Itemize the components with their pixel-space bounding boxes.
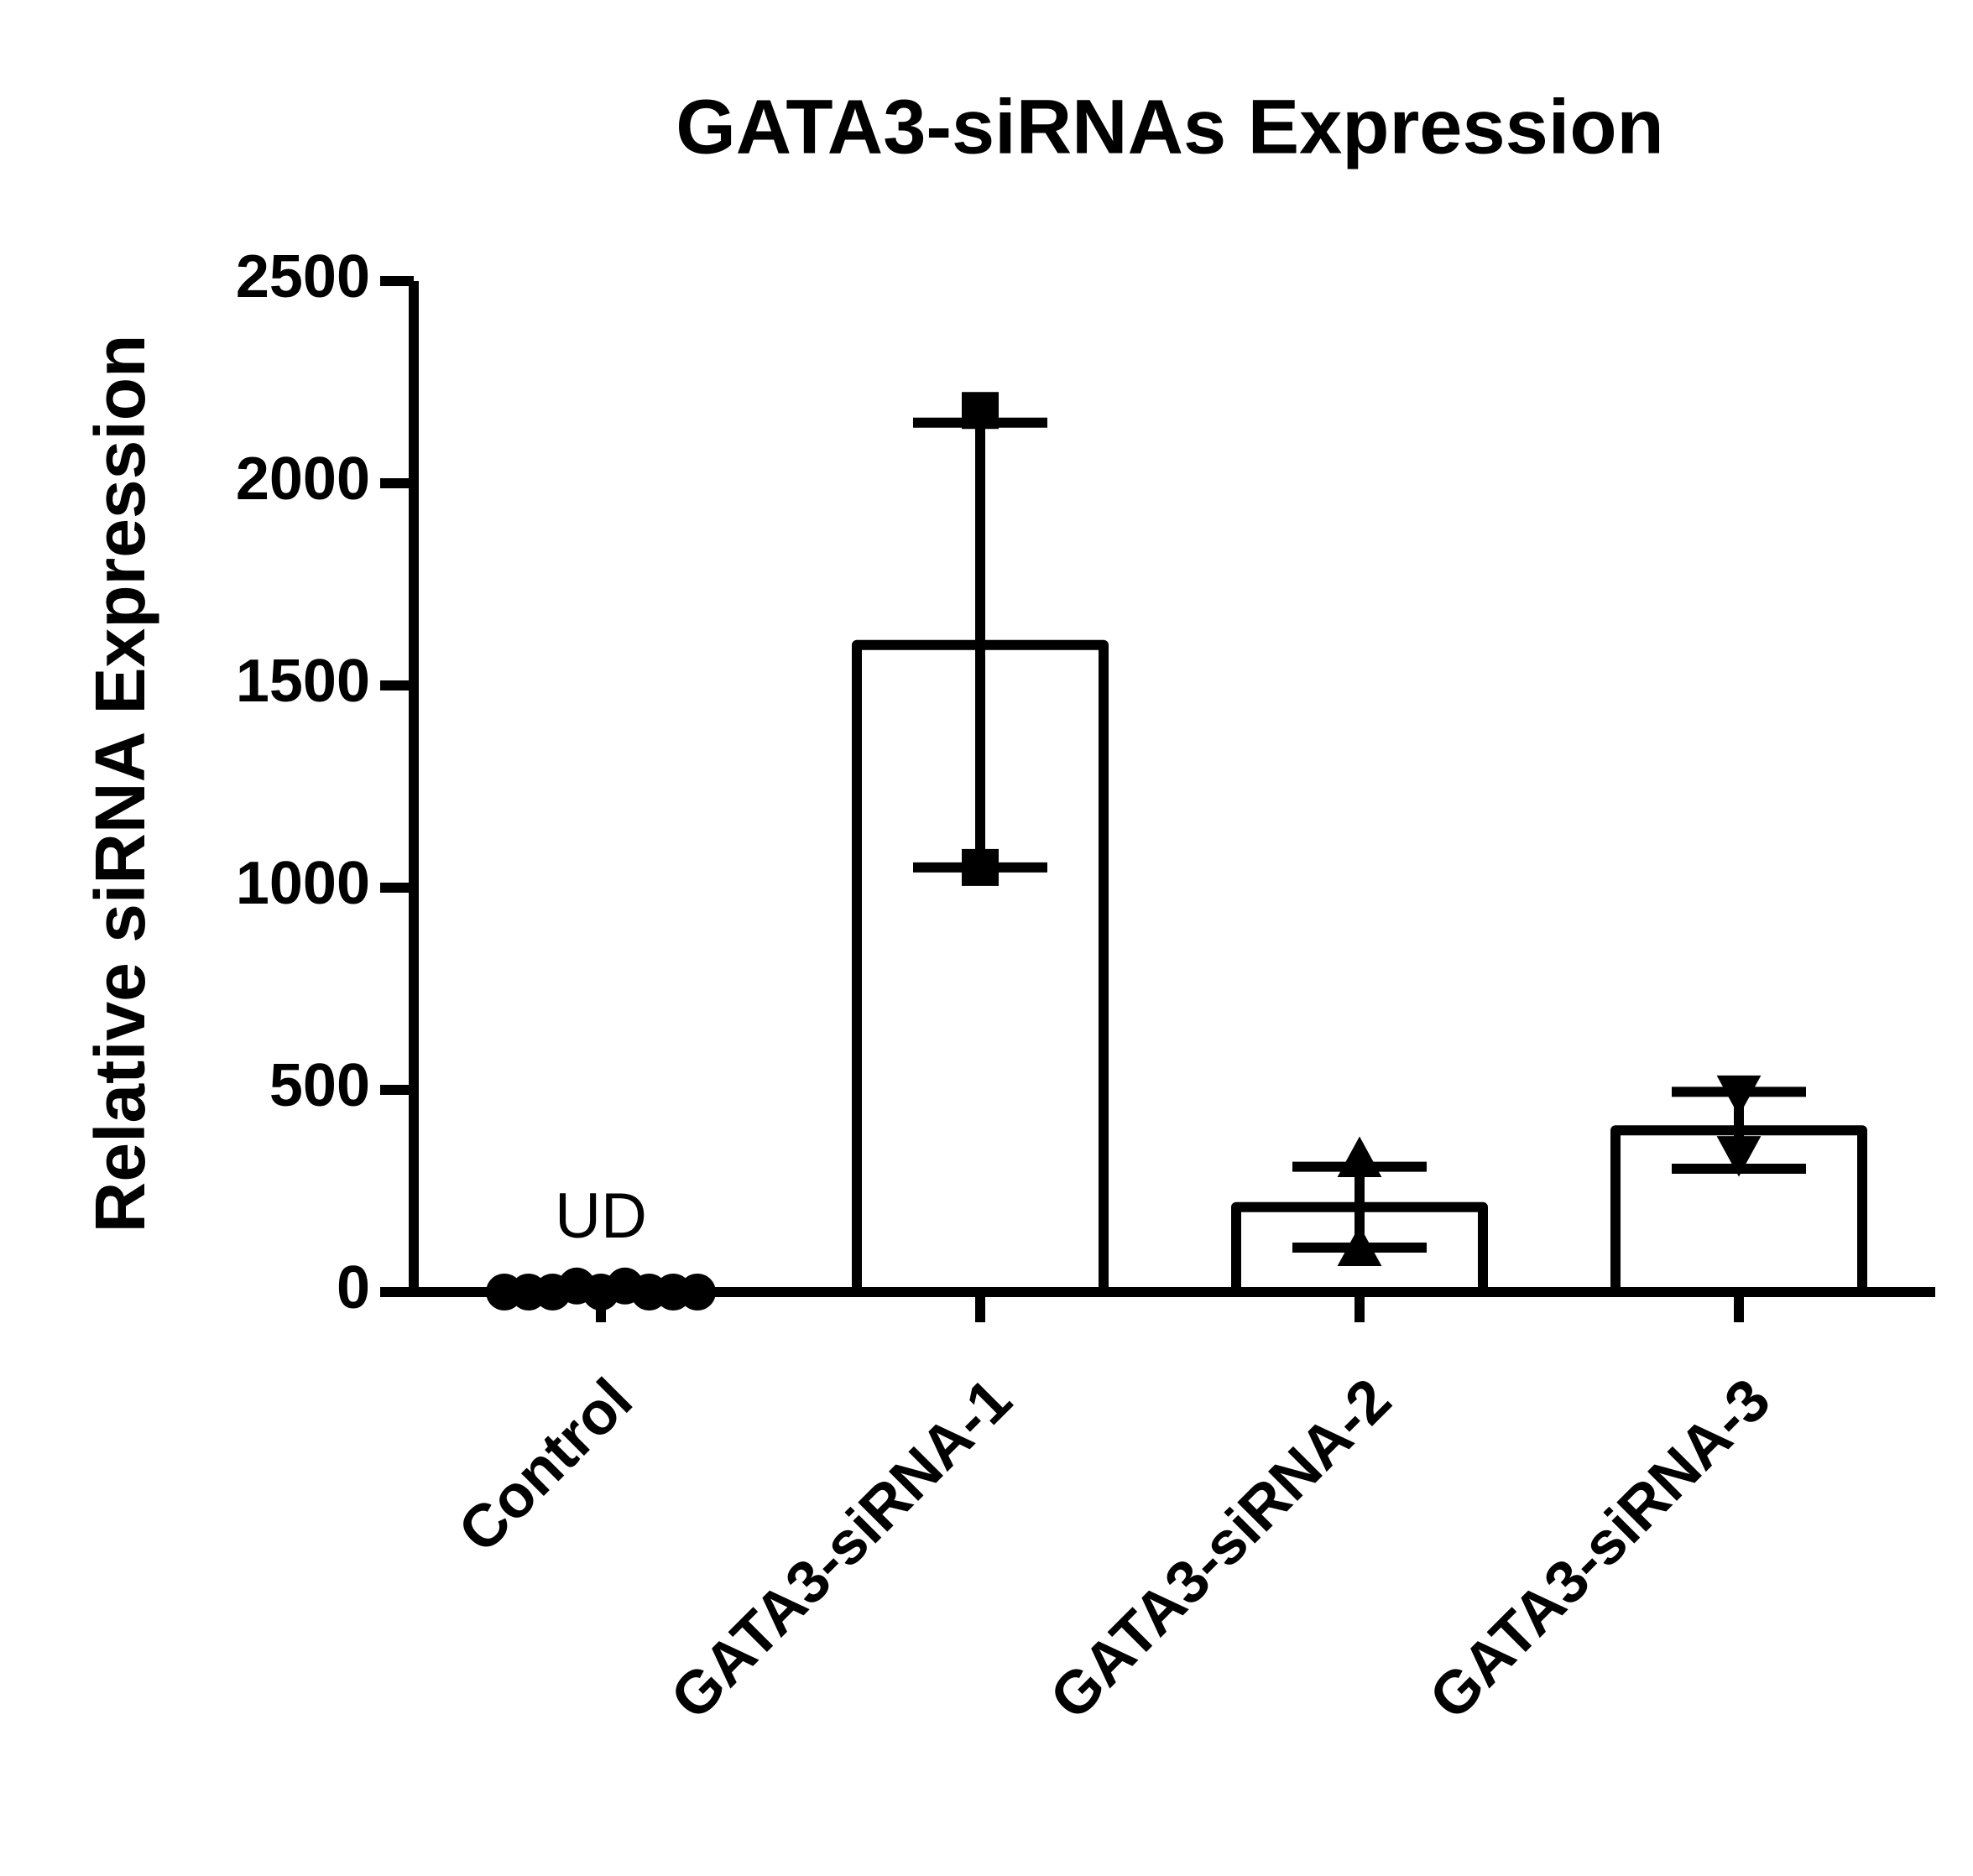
data-point	[1337, 1136, 1382, 1177]
data-point	[962, 848, 999, 886]
data-point	[962, 392, 999, 430]
data-point	[1716, 1075, 1762, 1117]
y-tick-label: 2500	[236, 243, 370, 310]
x-tick-label: GATA3-siRNA-3	[1417, 1366, 1783, 1733]
data-point	[1716, 1136, 1762, 1177]
y-tick-label: 1500	[236, 648, 370, 715]
annotation: UD	[555, 1180, 647, 1252]
y-tick-label: 1000	[236, 850, 370, 917]
y-tick-label: 2000	[236, 446, 370, 513]
y-tick-label: 0	[337, 1254, 370, 1321]
x-tick-label: GATA3-siRNA-2	[1037, 1366, 1404, 1733]
y-axis-label: Relative siRNA Expression	[81, 335, 159, 1233]
chart-title: GATA3-siRNAs Expression	[676, 84, 1664, 169]
x-tick-label: GATA3-siRNA-1	[658, 1366, 1025, 1733]
data-point	[679, 1274, 716, 1311]
data-point	[1337, 1225, 1382, 1266]
y-tick-label: 500	[269, 1052, 370, 1119]
x-tick-label: Control	[446, 1366, 645, 1566]
